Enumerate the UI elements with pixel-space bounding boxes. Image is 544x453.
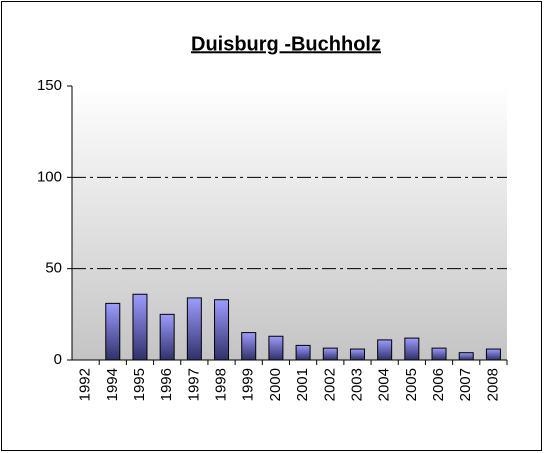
x-tick-label: 1997: [185, 368, 202, 401]
bar: [241, 332, 257, 361]
x-tick-label: 2007: [457, 368, 474, 401]
bar: [322, 347, 338, 361]
x-tick-label: 2006: [430, 368, 447, 401]
bar: [214, 299, 230, 361]
bar: [485, 348, 501, 361]
bar: [404, 337, 420, 361]
bar: [458, 352, 474, 361]
x-tick-label: 1994: [104, 368, 121, 401]
x-tick-label: 1992: [77, 368, 94, 401]
x-tick-label: 1995: [131, 368, 148, 401]
chart-title: Duisburg -Buchholz: [191, 33, 381, 55]
bar: [349, 348, 365, 361]
x-tick-label: 1998: [213, 368, 230, 401]
bar: [268, 335, 284, 361]
y-tick-label: 0: [54, 351, 62, 368]
y-tick-label: 50: [45, 260, 62, 277]
bar: [377, 339, 393, 361]
bar: [186, 297, 202, 361]
x-tick-label: 2003: [348, 368, 365, 401]
x-tick-label: 2004: [376, 368, 393, 401]
y-tick-label: 100: [37, 168, 62, 185]
x-tick-label: 2000: [267, 368, 284, 401]
x-tick-label: 1999: [240, 368, 257, 401]
x-tick-label: 2005: [403, 368, 420, 401]
x-tick-label: 1996: [158, 368, 175, 401]
bar: [295, 344, 311, 361]
bar: [431, 347, 447, 361]
x-tick-label: 2002: [321, 368, 338, 401]
x-tick-label: 2008: [484, 368, 501, 401]
x-tick-label: 2001: [294, 368, 311, 401]
y-tick-label: 150: [37, 77, 62, 94]
bar: [132, 293, 148, 361]
bar: [159, 313, 175, 361]
bar: [105, 302, 121, 361]
